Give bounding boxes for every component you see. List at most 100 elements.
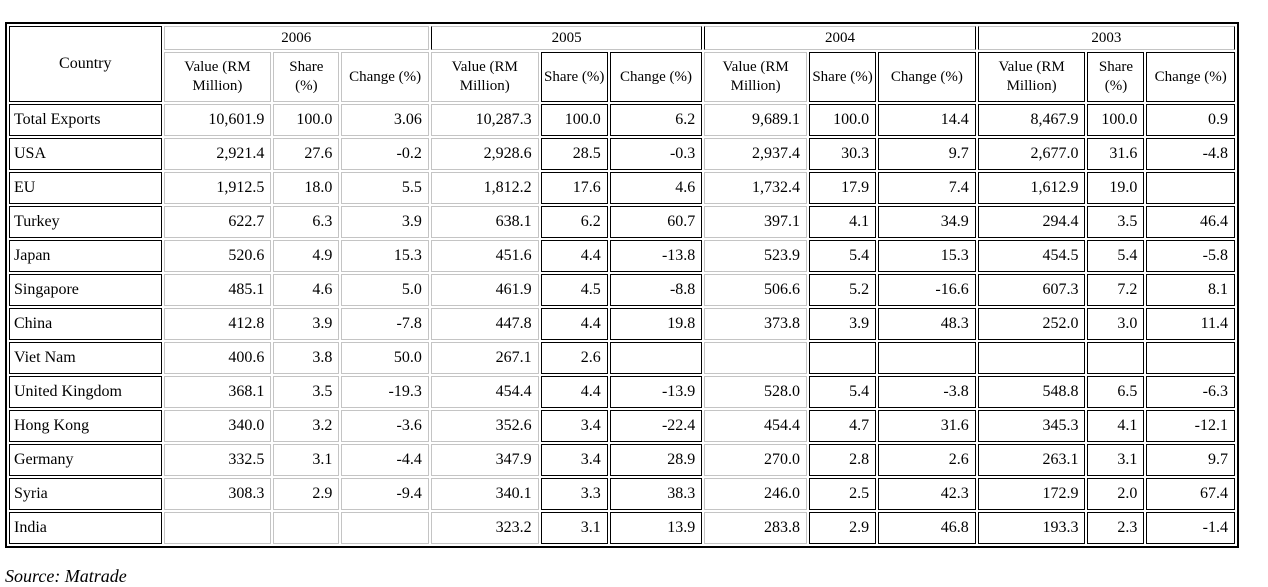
- value-cell: 31.6: [878, 410, 976, 442]
- value-cell: 8.1: [1146, 274, 1235, 306]
- value-cell: 638.1: [430, 206, 539, 238]
- value-cell: 28.9: [609, 444, 703, 476]
- value-cell: 263.1: [977, 444, 1086, 476]
- value-cell: 523.9: [704, 240, 807, 272]
- value-cell: 3.0: [1087, 308, 1145, 340]
- country-column-header: Country: [9, 26, 162, 102]
- col-header-change: Change (%): [878, 52, 976, 102]
- col-header-value: Value (RM Million): [430, 52, 539, 102]
- value-cell: 5.4: [808, 240, 877, 272]
- value-cell: [341, 512, 429, 544]
- country-cell: India: [9, 512, 162, 544]
- year-header-2003: 2003: [977, 26, 1235, 50]
- value-cell: 13.9: [609, 512, 703, 544]
- country-cell: Japan: [9, 240, 162, 272]
- value-cell: 2.5: [808, 478, 877, 510]
- value-cell: 17.6: [540, 172, 608, 204]
- table-row: Germany 332.5 3.1 -4.4 347.9 3.4 28.9 270.0 2.8 2…: [9, 444, 1235, 476]
- value-cell: 2.0: [1087, 478, 1145, 510]
- value-cell: 270.0: [704, 444, 807, 476]
- value-cell: 1,912.5: [163, 172, 272, 204]
- table-row: India 323.2 3.1 13.9 283.8 2.9 46.8 193.3 2.3 -1.…: [9, 512, 1235, 544]
- value-cell: 5.4: [1087, 240, 1145, 272]
- value-cell: 485.1: [163, 274, 272, 306]
- value-cell: 30.3: [808, 138, 877, 170]
- value-cell: -16.6: [878, 274, 976, 306]
- year-header-2005: 2005: [430, 26, 703, 50]
- country-cell: Germany: [9, 444, 162, 476]
- value-cell: 397.1: [704, 206, 807, 238]
- value-cell: 323.2: [430, 512, 539, 544]
- value-cell: 3.5: [273, 376, 340, 408]
- value-cell: 2.8: [808, 444, 877, 476]
- country-cell: Total Exports: [9, 104, 162, 136]
- table-row: Hong Kong 340.0 3.2 -3.6 352.6 3.4 -22.4 454.4 4…: [9, 410, 1235, 442]
- value-cell: 345.3: [977, 410, 1086, 442]
- value-cell: 4.1: [1087, 410, 1145, 442]
- value-cell: [808, 342, 877, 374]
- value-cell: 100.0: [1087, 104, 1145, 136]
- value-cell: -22.4: [609, 410, 703, 442]
- value-cell: 42.3: [878, 478, 976, 510]
- source-note: Source: Matrade: [5, 566, 127, 586]
- value-cell: -4.8: [1146, 138, 1235, 170]
- value-cell: 3.1: [540, 512, 608, 544]
- value-cell: 2.9: [273, 478, 340, 510]
- value-cell: 400.6: [163, 342, 272, 374]
- value-cell: 67.4: [1146, 478, 1235, 510]
- value-cell: 193.3: [977, 512, 1086, 544]
- table-body: Total Exports 10,601.9 100.0 3.06 10,287.3 10…: [9, 104, 1235, 544]
- value-cell: 31.6: [1087, 138, 1145, 170]
- value-cell: 27.6: [273, 138, 340, 170]
- value-cell: 3.9: [808, 308, 877, 340]
- value-cell: 1,612.9: [977, 172, 1086, 204]
- value-cell: 38.3: [609, 478, 703, 510]
- value-cell: 332.5: [163, 444, 272, 476]
- col-header-value: Value (RM Million): [704, 52, 807, 102]
- value-cell: 461.9: [430, 274, 539, 306]
- value-cell: 19.0: [1087, 172, 1145, 204]
- value-cell: [1146, 172, 1235, 204]
- value-cell: 17.9: [808, 172, 877, 204]
- value-cell: 34.9: [878, 206, 976, 238]
- value-cell: 2.6: [878, 444, 976, 476]
- value-cell: 7.4: [878, 172, 976, 204]
- value-cell: 1,732.4: [704, 172, 807, 204]
- value-cell: 2,921.4: [163, 138, 272, 170]
- value-cell: 451.6: [430, 240, 539, 272]
- table-row: Syria 308.3 2.9 -9.4 340.1 3.3 38.3 246.0 2.5 42.…: [9, 478, 1235, 510]
- value-cell: 347.9: [430, 444, 539, 476]
- value-cell: 48.3: [878, 308, 976, 340]
- country-cell: Viet Nam: [9, 342, 162, 374]
- value-cell: 2.6: [540, 342, 608, 374]
- country-cell: United Kingdom: [9, 376, 162, 408]
- subheader-row: Value (RM Million) Share (%) Change (%) …: [9, 52, 1235, 102]
- country-cell: Singapore: [9, 274, 162, 306]
- value-cell: 6.5: [1087, 376, 1145, 408]
- value-cell: 5.5: [341, 172, 429, 204]
- table-row: China 412.8 3.9 -7.8 447.8 4.4 19.8 373.8 3.9 48.…: [9, 308, 1235, 340]
- value-cell: 4.5: [540, 274, 608, 306]
- col-header-change: Change (%): [341, 52, 429, 102]
- value-cell: 340.0: [163, 410, 272, 442]
- value-cell: 2,928.6: [430, 138, 539, 170]
- value-cell: 50.0: [341, 342, 429, 374]
- value-cell: 3.5: [1087, 206, 1145, 238]
- value-cell: 7.2: [1087, 274, 1145, 306]
- col-header-value: Value (RM Million): [977, 52, 1086, 102]
- value-cell: 2,677.0: [977, 138, 1086, 170]
- table-row: Japan 520.6 4.9 15.3 451.6 4.4 -13.8 523.9 5.4 15…: [9, 240, 1235, 272]
- col-header-share: Share (%): [540, 52, 608, 102]
- value-cell: 3.9: [341, 206, 429, 238]
- value-cell: 447.8: [430, 308, 539, 340]
- value-cell: 622.7: [163, 206, 272, 238]
- value-cell: 4.4: [540, 240, 608, 272]
- value-cell: 100.0: [540, 104, 608, 136]
- value-cell: 9,689.1: [704, 104, 807, 136]
- value-cell: 14.4: [878, 104, 976, 136]
- value-cell: 2.3: [1087, 512, 1145, 544]
- value-cell: 340.1: [430, 478, 539, 510]
- country-cell: Syria: [9, 478, 162, 510]
- value-cell: 3.4: [540, 410, 608, 442]
- value-cell: 548.8: [977, 376, 1086, 408]
